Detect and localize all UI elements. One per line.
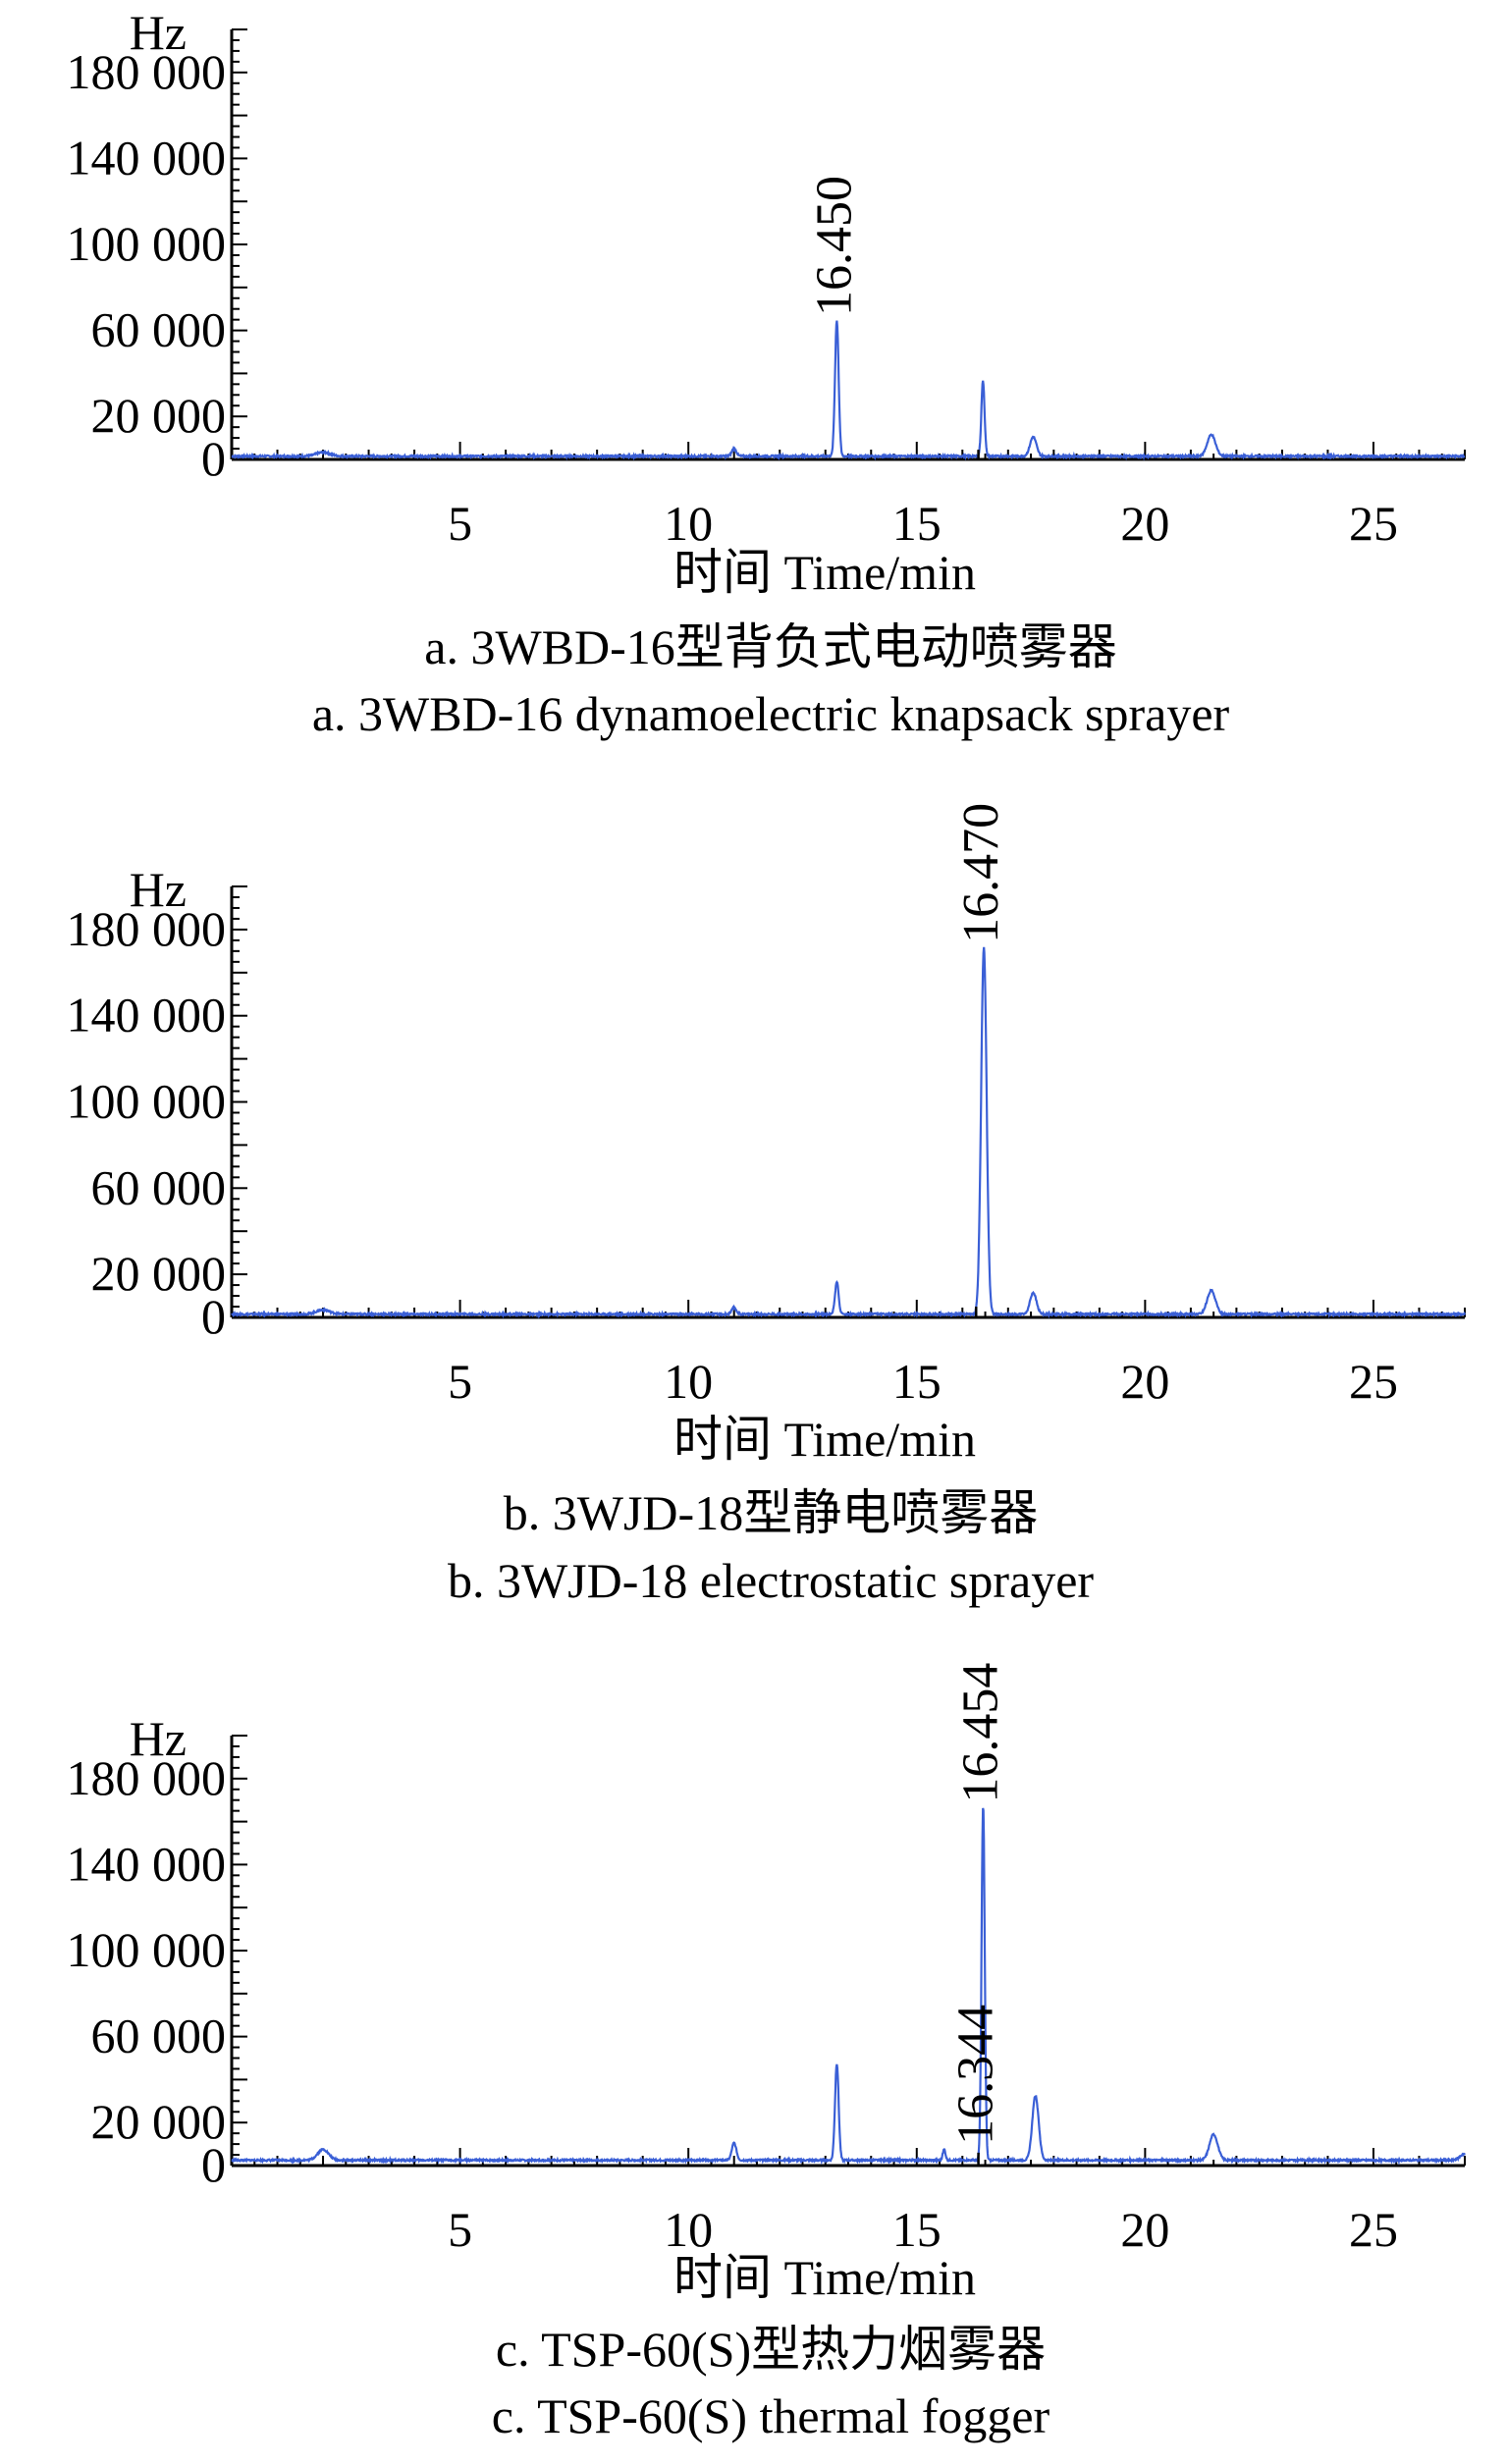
chromatogram-trace	[231, 1807, 1466, 2166]
x-tick-label: 20	[1120, 1354, 1169, 1409]
y-tick-label: 20 000	[91, 388, 227, 443]
x-tick-label: 25	[1349, 1354, 1398, 1409]
y-tick-label: 0	[201, 431, 226, 486]
chromatogram-trace	[231, 320, 1466, 461]
y-tick-label: 20 000	[91, 1246, 227, 1301]
caption-english: b. 3WJD-18 electrostatic sprayer	[448, 1553, 1094, 1608]
y-tick-label: 0	[201, 1289, 226, 1344]
x-tick-label: 10	[664, 1354, 713, 1409]
y-tick-label: 60 000	[91, 1159, 227, 1214]
y-axis-label: Hz	[130, 5, 187, 60]
y-tick-label: 60 000	[91, 2009, 227, 2063]
x-tick-label: 20	[1120, 2202, 1169, 2257]
y-tick-label: 100 000	[67, 1922, 227, 1977]
x-tick-label: 20	[1120, 496, 1169, 551]
caption-chinese: b. 3WJD-18型静电喷雾器	[504, 1485, 1038, 1540]
peak-label: 16.344	[948, 2005, 1004, 2145]
y-tick-label: 100 000	[67, 216, 227, 271]
caption-chinese: a. 3WBD-16型背负式电动喷雾器	[424, 619, 1117, 674]
x-tick-label: 5	[448, 2202, 472, 2257]
y-tick-label: 180 000	[67, 1750, 227, 1805]
x-tick-label: 25	[1349, 2202, 1398, 2257]
x-tick-label: 25	[1349, 496, 1398, 551]
peak-label: 16.450	[806, 176, 862, 316]
x-tick-label: 15	[892, 496, 942, 551]
peak-label: 16.470	[953, 803, 1009, 943]
caption-chinese: c. TSP-60(S)型热力烟雾器	[496, 2322, 1046, 2377]
x-tick-label: 15	[892, 2202, 942, 2257]
caption-english: a. 3WBD-16 dynamoelectric knapsack spray…	[312, 686, 1230, 741]
y-tick-label: 0	[201, 2137, 226, 2192]
x-axis-label: 时间 Time/min	[673, 1412, 976, 1467]
x-tick-label: 15	[892, 1354, 942, 1409]
y-tick-label: 140 000	[67, 1836, 227, 1891]
x-tick-label: 10	[664, 2202, 713, 2257]
y-axis-label: Hz	[130, 862, 187, 917]
y-tick-label: 60 000	[91, 302, 227, 357]
x-axis-label: 时间 Time/min	[673, 2250, 976, 2305]
y-tick-label: 140 000	[67, 130, 227, 185]
y-tick-label: 180 000	[67, 44, 227, 99]
y-tick-label: 180 000	[67, 901, 227, 956]
x-tick-label: 5	[448, 496, 472, 551]
x-axis-label: 时间 Time/min	[673, 545, 976, 600]
peak-label: 16.454	[952, 1663, 1008, 1803]
y-axis-label: Hz	[130, 1711, 187, 1766]
caption-english: c. TSP-60(S) thermal fogger	[492, 2388, 1050, 2443]
x-tick-label: 10	[664, 496, 713, 551]
y-tick-label: 100 000	[67, 1074, 227, 1129]
x-tick-label: 5	[448, 1354, 472, 1409]
y-tick-label: 20 000	[91, 2094, 227, 2149]
y-tick-label: 140 000	[67, 988, 227, 1043]
chromatogram-trace	[231, 946, 1467, 1319]
